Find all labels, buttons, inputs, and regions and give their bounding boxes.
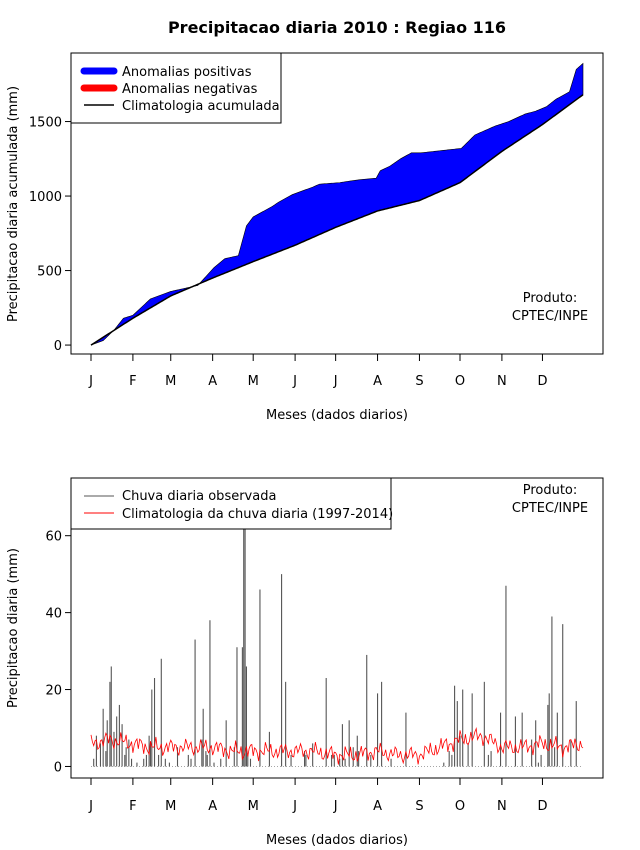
climatology-daily-line [90,726,584,765]
cumulative-plot-area [90,62,584,346]
cumulative-y-axis: 0 500 1000 1500 [29,116,71,354]
cumulative-annotation-line2: CPTEC/INPE [512,309,588,324]
x-tick-label: D [537,374,547,389]
x-tick-label: J [333,799,338,814]
cumulative-legend: Anomalias positivas Anomalias negativas … [70,52,282,124]
x-tick-label: M [165,374,176,389]
x-tick-label: M [248,374,259,389]
x-tick-label: N [497,799,507,814]
y-tick-label: 0 [54,339,62,354]
x-tick-label: D [537,799,547,814]
y-tick-label: 40 [45,607,62,622]
legend-clim-daily-label: Climatologia da chuva diaria (1997-2014) [122,507,393,522]
x-tick-label: A [373,374,382,389]
y-tick-label: 20 [45,684,62,699]
x-tick-label: N [497,374,507,389]
daily-annotation-line2: CPTEC/INPE [512,501,588,516]
x-tick-label: A [373,799,382,814]
y-tick-label: 500 [37,265,62,280]
daily-legend-box [70,477,392,530]
y-tick-label: 0 [54,760,62,775]
x-tick-label: S [415,799,423,814]
x-tick-label: O [455,799,465,814]
daily-plot-area [90,528,584,767]
legend-climatology-label: Climatologia acumulada [122,99,280,114]
y-tick-label: 1500 [29,116,62,131]
y-tick-label: 60 [45,530,62,545]
daily-legend: Chuva diaria observada Climatologia da c… [70,477,393,530]
x-tick-label: J [292,799,297,814]
x-tick-label: F [129,374,136,389]
legend-positive-label: Anomalias positivas [122,65,252,80]
cumulative-x-label: Meses (dados diarios) [266,408,408,423]
daily-x-label: Meses (dados diarios) [266,833,408,848]
x-tick-label: A [208,374,217,389]
x-tick-label: J [333,374,338,389]
cumulative-plot-frame [70,52,604,355]
x-tick-label: O [455,374,465,389]
x-tick-label: A [208,799,217,814]
x-tick-label: J [88,799,93,814]
x-tick-label: M [248,799,259,814]
x-tick-label: M [165,799,176,814]
cumulative-chart: Precipitacao diaria 2010 : Regiao 116 0 5… [6,18,604,423]
x-tick-label: F [129,799,136,814]
climatology-line [90,94,584,346]
legend-negative-label: Anomalias negativas [122,82,258,97]
chart-title: Precipitacao diaria 2010 : Regiao 116 [168,18,506,37]
daily-annotation-line1: Produto: [523,483,578,498]
legend-observed-label: Chuva diaria observada [122,489,276,504]
x-tick-label: J [88,374,93,389]
x-tick-label: S [415,374,423,389]
x-tick-label: J [292,374,297,389]
cumulative-y-label: Precipitacao diaria acumulada (mm) [6,86,21,322]
daily-chart: 0 20 40 60 J F M A M J J A S O N D Meses (dados diario… [6,477,604,848]
cumulative-annotation-line1: Produto: [523,291,578,306]
daily-y-axis: 0 20 40 60 [45,530,71,775]
daily-y-label: Precipitacao diaria (mm) [6,548,21,708]
y-tick-label: 1000 [29,190,62,205]
